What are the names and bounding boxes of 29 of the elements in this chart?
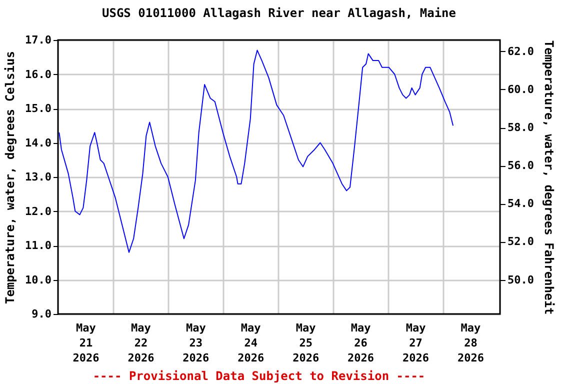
chart-title: USGS 01011000 Allagash River near Allagash, Maine	[102, 6, 456, 20]
x-tick-label: May 28 2026	[457, 322, 484, 364]
x-tick-label: May 22 2026	[128, 322, 155, 364]
y-tick-label: 14.0	[25, 136, 52, 150]
y2-tick-label: 52.0	[508, 235, 534, 248]
x-tick-label: May 23 2026	[182, 322, 210, 364]
x-tick-label: May 24 2026	[238, 322, 264, 364]
x-tick-label: May 21 2026	[72, 322, 100, 364]
y-tick-label: 15.0	[25, 102, 52, 115]
y2-tick-label: 62.0	[508, 44, 534, 58]
y-axis-title: Temperature, water, degrees Celsius	[3, 51, 18, 304]
y2-tick-label: 54.0	[508, 197, 534, 210]
y-tick-label: 9.0	[32, 308, 52, 320]
y-tick-label: 11.0	[25, 239, 52, 252]
y-tick-label: 13.0	[25, 170, 52, 184]
y2-tick-label: 60.0	[508, 82, 534, 96]
x-tick-label: May 26 2026	[348, 322, 374, 364]
text: ---- Provisional Data Subject to Revision ----	[92, 369, 426, 383]
y2-tick-label: 50.0	[508, 273, 534, 286]
y-tick-label: 10.0	[25, 273, 52, 286]
y-tick-label: 16.0	[25, 68, 52, 81]
x-tick-label: May 27 2026	[402, 322, 430, 364]
y2-tick-label: 56.0	[508, 159, 534, 172]
y2-tick-label: 58.0	[508, 121, 534, 134]
y2-axis-title: Temperature, water, degrees Fahrenheit	[542, 40, 556, 315]
y-tick-label: 12.0	[25, 204, 52, 218]
x-tick-label: May 25 2026	[292, 322, 320, 364]
y-tick-label: 17.0	[25, 34, 52, 46]
line-series	[58, 50, 454, 253]
